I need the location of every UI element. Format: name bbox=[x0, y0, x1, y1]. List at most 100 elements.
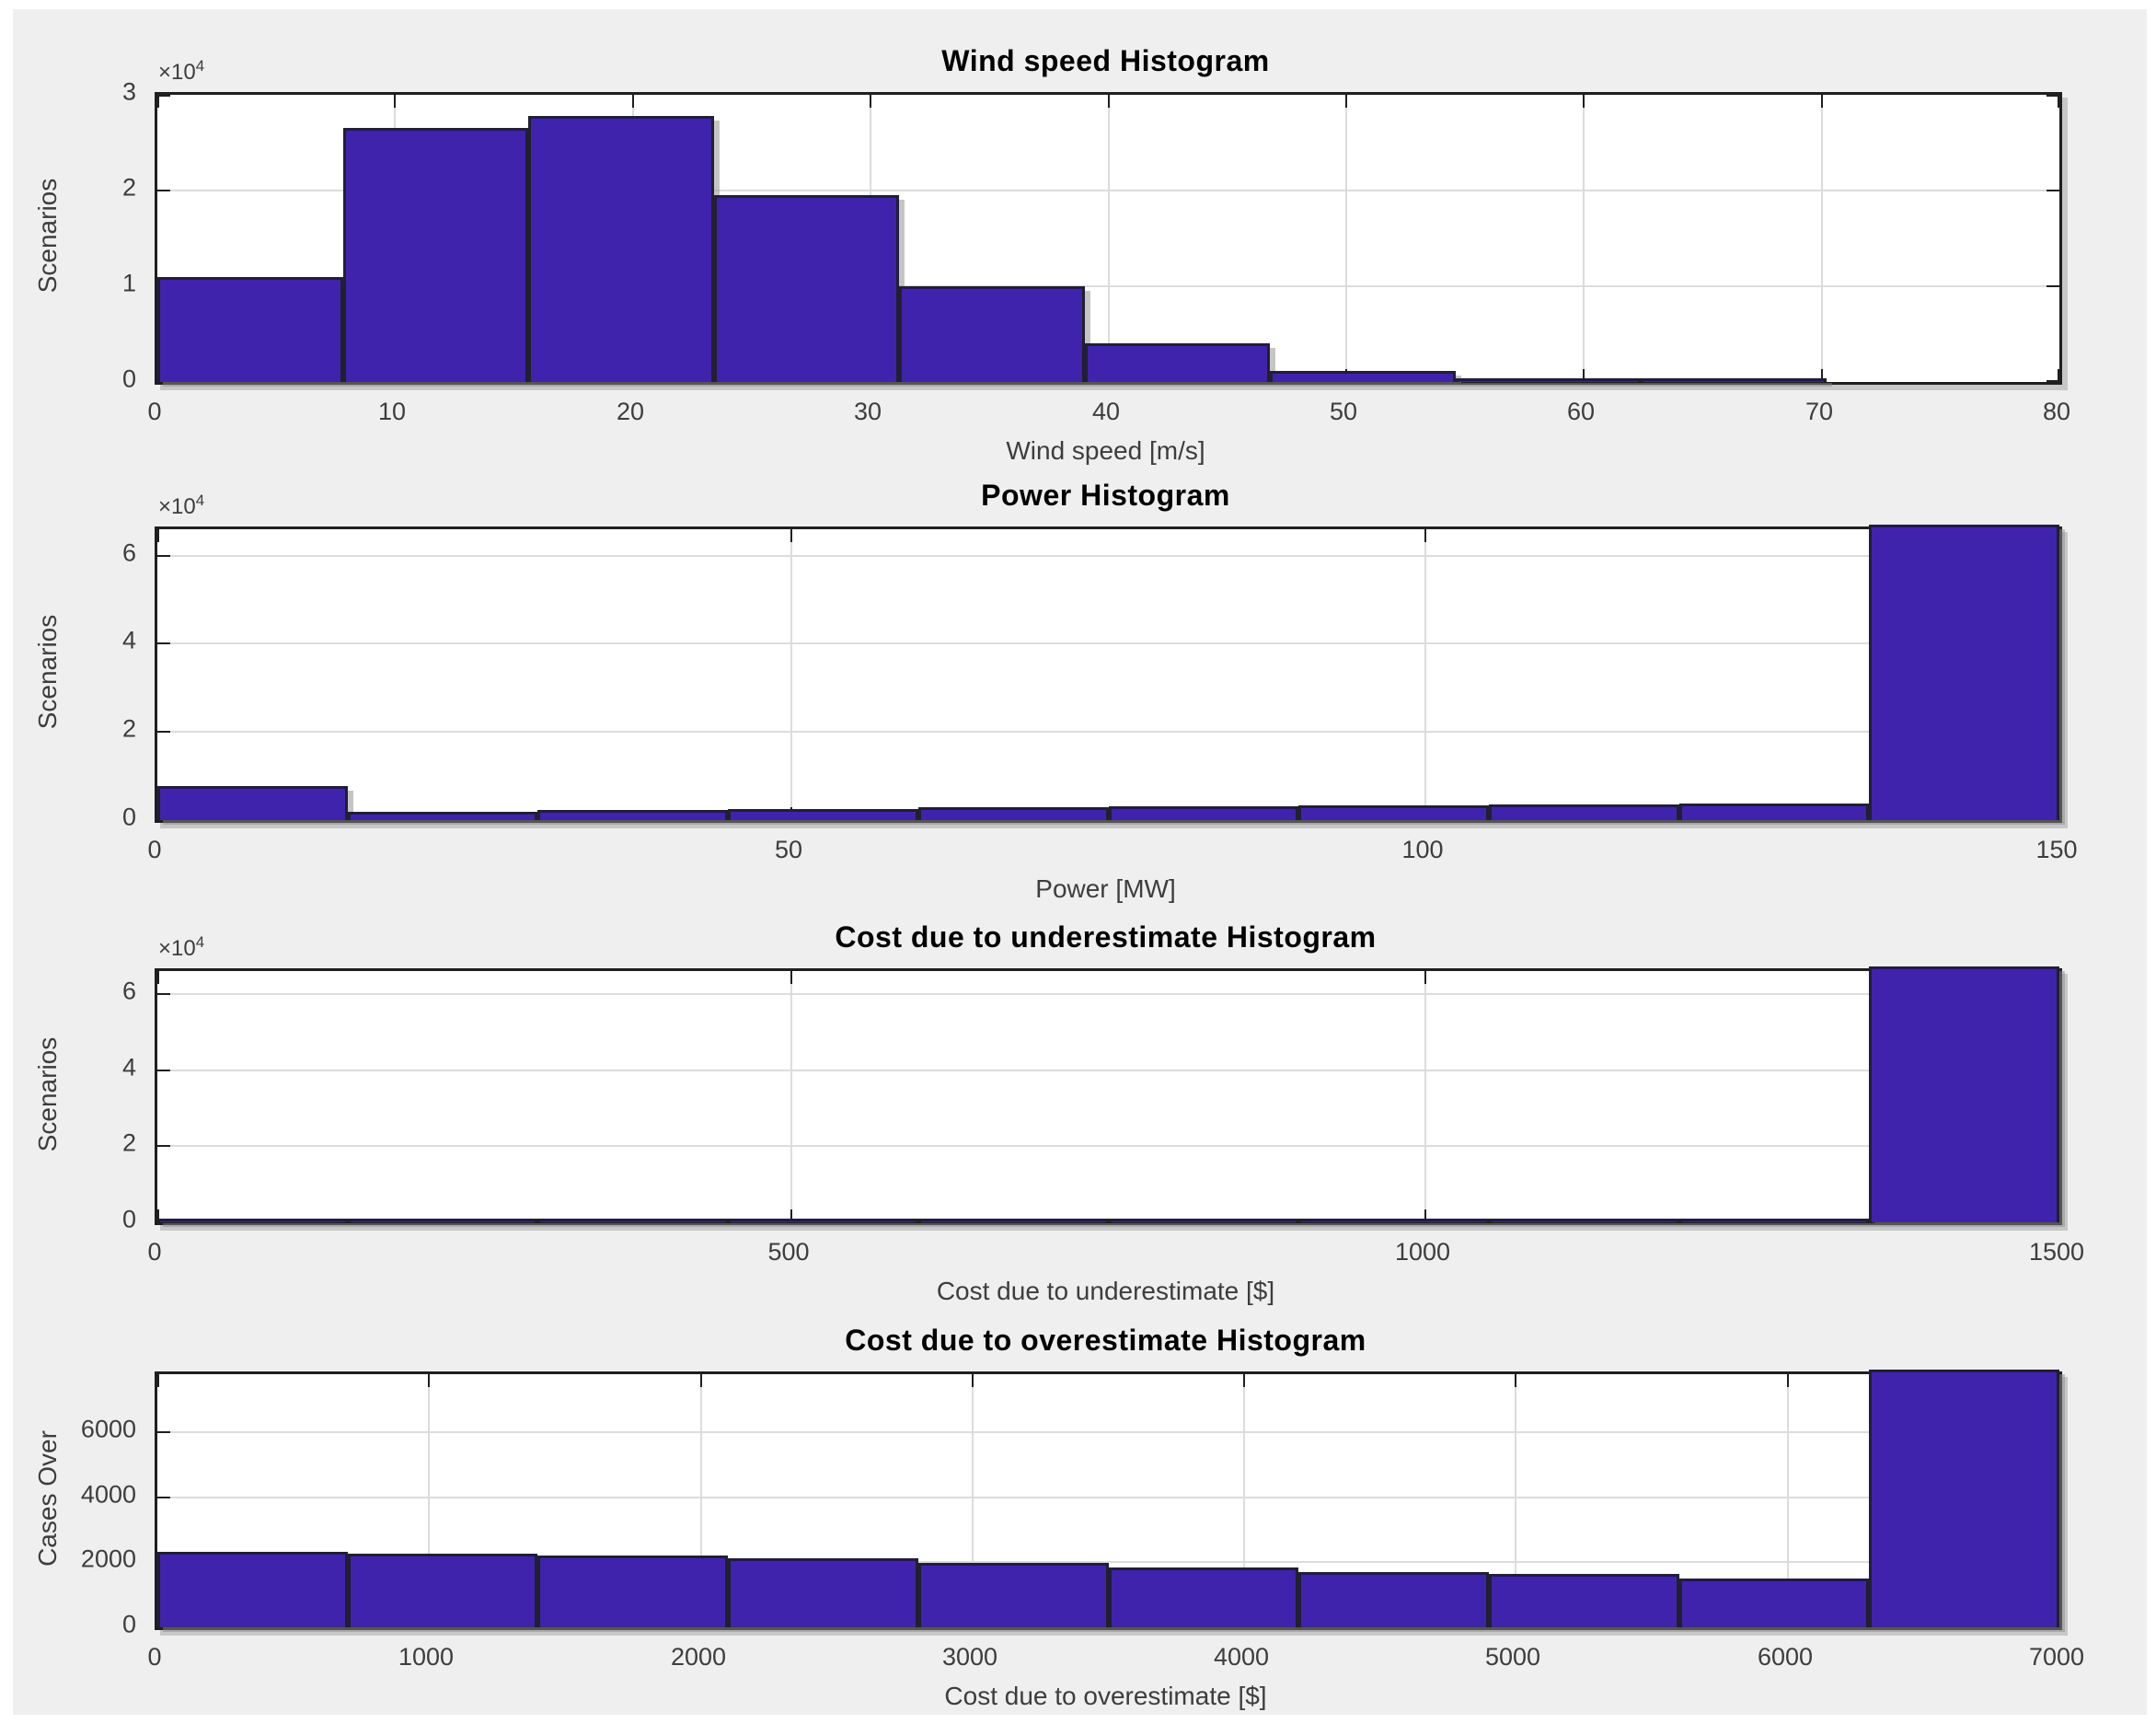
x-tick-label: 0 bbox=[147, 398, 162, 425]
x-tick-mark bbox=[2058, 95, 2059, 108]
histogram-bar bbox=[728, 1219, 918, 1222]
x-tick-mark bbox=[1345, 95, 1347, 108]
x-tick-mark bbox=[790, 1209, 792, 1222]
x-tick-label: 10 bbox=[377, 398, 407, 425]
x-tick-label: 150 bbox=[2035, 836, 2078, 863]
x-tick-label: 80 bbox=[2042, 398, 2071, 425]
x-tick-label: 4000 bbox=[1213, 1643, 1270, 1671]
histogram-bar bbox=[537, 1556, 728, 1627]
y-tick-label: 0 bbox=[121, 1610, 136, 1638]
x-tick-mark bbox=[157, 1209, 159, 1222]
gridline-horizontal bbox=[157, 731, 2059, 733]
y-tick-label: 0 bbox=[121, 803, 136, 831]
exponent-base: ×10 bbox=[158, 494, 196, 519]
gridline-horizontal bbox=[157, 993, 2059, 995]
histogram-bar bbox=[157, 786, 348, 820]
x-tick-label: 6000 bbox=[1757, 1643, 1814, 1671]
x-tick-mark bbox=[157, 1374, 159, 1387]
y-axis-exponent-wind-speed: ×104 bbox=[158, 57, 204, 86]
chart-title-cost-overestimate: Cost due to overestimate Histogram bbox=[845, 1324, 1366, 1357]
x-tick-mark bbox=[394, 95, 396, 108]
x-tick-label: 1500 bbox=[2028, 1238, 2085, 1266]
histogram-bar bbox=[537, 810, 728, 820]
histogram-bar bbox=[918, 807, 1109, 820]
histogram-bar bbox=[343, 128, 528, 382]
y-tick-mark bbox=[157, 95, 170, 97]
x-tick-mark bbox=[1821, 369, 1823, 382]
x-tick-mark bbox=[1424, 529, 1426, 542]
y-tick-mark bbox=[157, 555, 170, 557]
gridline-vertical bbox=[1108, 95, 1110, 382]
gridline-horizontal bbox=[157, 190, 2059, 191]
histogram-bar bbox=[528, 116, 714, 382]
gridline-vertical bbox=[1424, 529, 1426, 820]
y-tick-mark bbox=[157, 731, 170, 733]
y-tick-mark bbox=[2046, 190, 2059, 191]
gridline-vertical bbox=[790, 971, 792, 1222]
histogram-bar bbox=[1085, 343, 1270, 382]
y-tick-mark bbox=[2046, 95, 2059, 97]
x-tick-label: 1000 bbox=[398, 1643, 455, 1671]
x-tick-label: 5000 bbox=[1484, 1643, 1541, 1671]
exponent-power: 4 bbox=[195, 57, 205, 75]
y-tick-mark bbox=[157, 993, 170, 995]
histogram-bar bbox=[1869, 525, 2059, 820]
x-tick-label: 40 bbox=[1091, 398, 1121, 425]
y-tick-label: 4000 bbox=[80, 1480, 136, 1509]
plot-area-cost-underestimate-histogram bbox=[155, 966, 2062, 1225]
y-tick-label: 2000 bbox=[80, 1544, 136, 1573]
x-axis-label-cost-overestimate: Cost due to overestimate [$] bbox=[944, 1682, 1267, 1710]
x-tick-mark bbox=[428, 1374, 430, 1387]
y-tick-mark bbox=[2046, 380, 2059, 382]
y-tick-mark bbox=[157, 1431, 170, 1433]
gridline-horizontal bbox=[157, 642, 2059, 644]
exponent-power: 4 bbox=[195, 492, 205, 509]
y-tick-label: 6 bbox=[121, 538, 136, 567]
x-tick-label: 30 bbox=[853, 398, 882, 425]
histogram-bar bbox=[1298, 805, 1489, 820]
histogram-bar bbox=[348, 1554, 537, 1627]
y-tick-label: 4 bbox=[121, 626, 136, 654]
y-axis-exponent-cost-underestimate: ×104 bbox=[158, 933, 204, 962]
gridline-vertical bbox=[1345, 95, 1347, 382]
x-tick-mark bbox=[1424, 971, 1426, 984]
gridline-vertical bbox=[1787, 1374, 1789, 1627]
histogram-bar bbox=[348, 812, 537, 820]
x-tick-label: 3000 bbox=[941, 1643, 998, 1671]
histogram-bar bbox=[1489, 1574, 1679, 1627]
gridline-vertical bbox=[428, 1374, 430, 1627]
x-tick-label: 60 bbox=[1566, 398, 1596, 425]
x-tick-mark bbox=[1583, 369, 1585, 382]
histogram-bar bbox=[157, 277, 343, 382]
histogram-bar bbox=[537, 1219, 728, 1222]
y-tick-mark bbox=[157, 190, 170, 191]
x-axis-label-cost-underestimate: Cost due to underestimate [$] bbox=[936, 1277, 1275, 1305]
histogram-bar bbox=[1489, 804, 1679, 820]
histogram-bar bbox=[1298, 1572, 1489, 1627]
histogram-bar bbox=[157, 1219, 348, 1222]
x-tick-mark bbox=[157, 95, 159, 108]
gridline-vertical bbox=[1583, 95, 1585, 382]
x-tick-mark bbox=[1515, 1374, 1516, 1387]
exponent-base: ×10 bbox=[158, 936, 196, 961]
x-tick-label: 500 bbox=[767, 1238, 810, 1266]
x-tick-mark bbox=[870, 95, 871, 108]
y-tick-label: 2 bbox=[121, 173, 136, 202]
x-tick-label: 7000 bbox=[2028, 1643, 2085, 1671]
y-tick-label: 2 bbox=[121, 1128, 136, 1157]
plot-area-wind-speed-histogram bbox=[155, 92, 2062, 385]
chart-title-wind-speed: Wind speed Histogram bbox=[941, 44, 1270, 77]
x-tick-label: 0 bbox=[147, 1643, 162, 1671]
histogram-bar bbox=[714, 195, 899, 382]
x-tick-mark bbox=[1583, 95, 1585, 108]
x-tick-mark bbox=[2058, 369, 2059, 382]
y-tick-mark bbox=[157, 1145, 170, 1147]
gridline-vertical bbox=[1243, 1374, 1245, 1627]
x-tick-label: 100 bbox=[1401, 836, 1444, 863]
x-tick-mark bbox=[157, 529, 159, 542]
histogram-bar bbox=[899, 286, 1085, 382]
histogram-bar bbox=[1298, 1219, 1489, 1222]
histogram-bar bbox=[1456, 378, 1641, 382]
exponent-base: ×10 bbox=[158, 60, 196, 85]
